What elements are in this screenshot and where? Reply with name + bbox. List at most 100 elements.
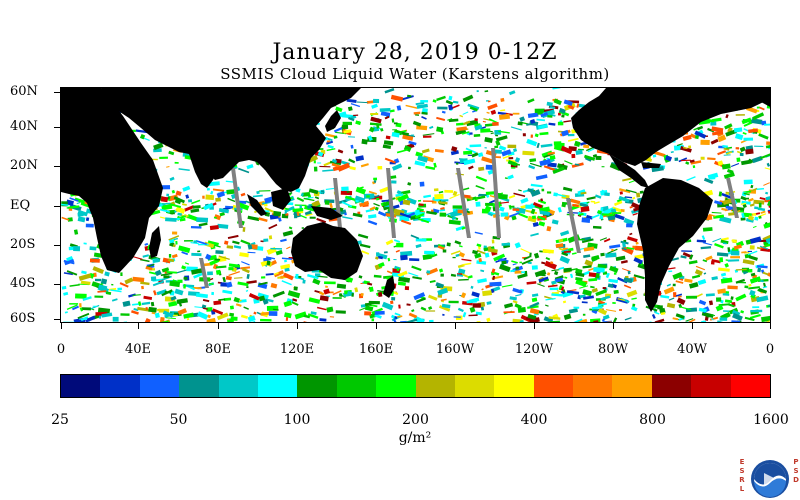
cloud-water-pixel (383, 140, 394, 146)
color-scale-swatch (651, 375, 692, 397)
cloud-water-pixel (152, 280, 165, 287)
longitude-label: 80E (204, 342, 232, 357)
cloud-water-pixel (230, 316, 238, 321)
cloud-water-pixel (206, 307, 213, 312)
cloud-water-pixel (611, 206, 623, 213)
cloud-water-pixel (765, 191, 769, 195)
cloud-water-pixel (264, 196, 274, 204)
cloud-water-pixel (332, 166, 339, 172)
cloud-water-pixel (194, 306, 202, 309)
cloud-water-pixel (688, 145, 692, 149)
cloud-water-pixel (351, 293, 354, 297)
cloud-water-pixel (727, 303, 735, 308)
cloud-water-pixel (300, 192, 305, 197)
cloud-water-pixel (563, 313, 572, 321)
cloud-water-pixel (298, 214, 307, 219)
cloud-water-pixel (69, 283, 80, 287)
cloud-water-pixel (448, 219, 461, 226)
cloud-water-pixel (262, 299, 269, 305)
cloud-water-pixel (270, 282, 278, 289)
cloud-water-pixel (433, 162, 437, 168)
cloud-water-pixel (678, 295, 682, 298)
cloud-water-pixel (314, 196, 320, 200)
cloud-water-pixel (455, 225, 465, 232)
cloud-water-pixel (561, 129, 569, 137)
cloud-water-pixel (371, 307, 383, 315)
cloud-water-pixel (260, 260, 269, 267)
cloud-water-pixel (432, 208, 440, 214)
cloud-water-pixel (757, 267, 762, 273)
color-scale-swatch (100, 375, 140, 397)
cloud-water-pixel (365, 302, 372, 306)
cloud-water-pixel (463, 158, 476, 166)
cloud-water-pixel (252, 194, 263, 198)
cloud-water-pixel (307, 313, 319, 319)
cloud-water-pixel (283, 259, 288, 263)
cloud-water-pixel (144, 242, 149, 246)
cloud-water-pixel (458, 268, 466, 275)
cloud-water-pixel (408, 272, 419, 277)
cloud-water-pixel (605, 272, 610, 279)
cloud-water-pixel (340, 190, 353, 196)
longitude-tick (613, 323, 614, 329)
cloud-water-pixel (156, 289, 167, 296)
cloud-water-pixel (549, 106, 556, 109)
cloud-water-pixel (434, 149, 444, 153)
cloud-water-pixel (303, 197, 315, 202)
cloud-water-pixel (568, 308, 578, 314)
cloud-water-pixel (392, 163, 403, 171)
cloud-water-pixel (80, 202, 91, 208)
cloud-water-pixel (570, 322, 575, 323)
cloud-water-pixel (247, 215, 260, 222)
cloud-water-pixel (544, 260, 557, 270)
cloud-water-pixel (429, 280, 436, 283)
cloud-water-pixel (416, 297, 426, 303)
cloud-water-pixel (384, 115, 390, 120)
cloud-water-pixel (343, 129, 352, 134)
cloud-water-pixel (529, 158, 537, 163)
cloud-water-pixel (734, 133, 744, 141)
cloud-water-pixel (319, 295, 329, 302)
cloud-water-pixel (621, 268, 631, 273)
cloud-water-pixel (411, 309, 415, 313)
cloud-water-pixel (78, 273, 92, 281)
cloud-water-pixel (723, 154, 731, 156)
cloud-water-pixel (218, 255, 230, 261)
cloud-water-pixel (146, 263, 155, 268)
cloud-water-pixel (92, 266, 105, 274)
cloud-water-pixel (422, 133, 435, 136)
cloud-water-pixel (368, 126, 375, 133)
units-label: g/m² (398, 430, 432, 446)
cloud-water-pixel (150, 301, 155, 307)
cloud-water-pixel (530, 189, 541, 197)
cloud-water-pixel (533, 252, 540, 259)
cloud-water-pixel (508, 90, 516, 96)
cloud-water-pixel (580, 191, 587, 195)
cloud-water-pixel (139, 133, 146, 140)
cloud-water-pixel (626, 289, 638, 298)
cloud-water-pixel (739, 152, 744, 157)
cloud-water-pixel (420, 100, 429, 103)
cloud-water-pixel (341, 124, 349, 130)
cloud-water-pixel (612, 302, 616, 305)
cloud-water-pixel (564, 276, 568, 279)
cloud-water-pixel (742, 259, 755, 266)
cloud-water-pixel (613, 289, 619, 294)
cloud-water-pixel (517, 306, 526, 313)
cloud-water-pixel (223, 297, 232, 301)
cloud-water-pixel (474, 118, 478, 122)
cloud-water-pixel (534, 108, 545, 113)
cloud-water-pixel (390, 300, 394, 305)
cloud-water-pixel (311, 269, 319, 273)
cloud-water-pixel (484, 147, 487, 149)
cloud-water-pixel (398, 270, 408, 278)
cloud-water-pixel (376, 197, 380, 201)
swath-gap (199, 258, 209, 288)
cloud-water-pixel (577, 148, 584, 151)
cloud-water-pixel (601, 318, 605, 322)
cloud-water-pixel (597, 302, 607, 307)
cloud-water-pixel (705, 293, 715, 297)
cloud-water-pixel (508, 212, 520, 218)
cloud-water-pixel (670, 150, 674, 154)
longitude-tick (455, 323, 456, 329)
